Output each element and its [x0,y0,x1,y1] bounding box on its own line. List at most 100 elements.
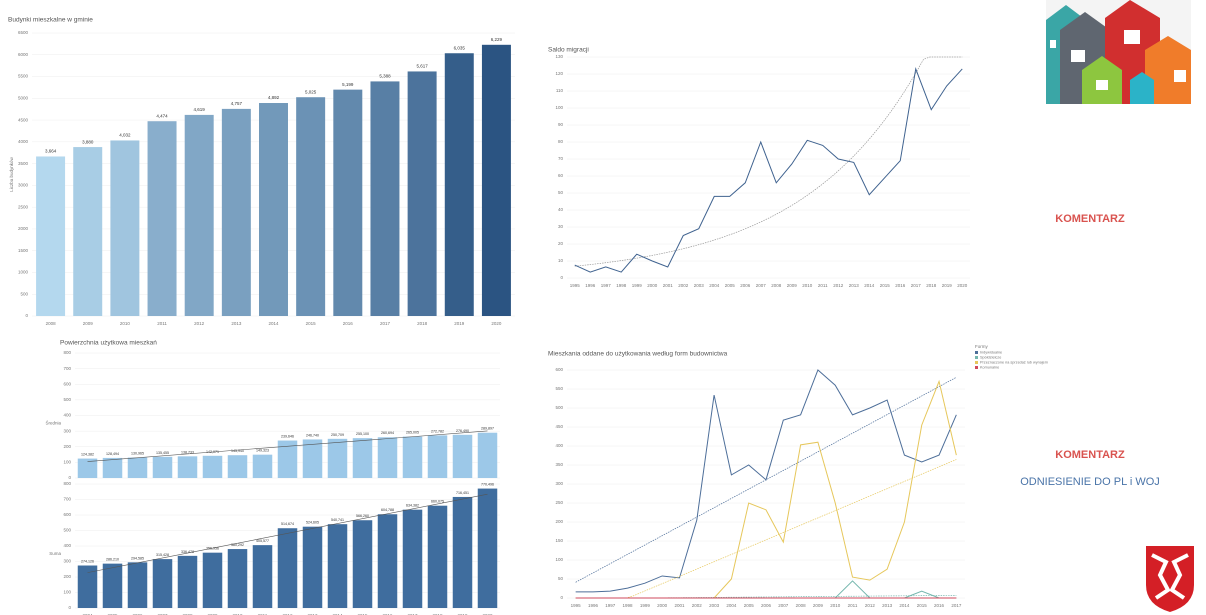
y-tick-label: 200 [63,444,71,449]
y-tick-label: 2500 [18,204,29,209]
x-tick-label: 1996 [588,603,599,608]
comment: KOMENTARZ [1055,213,1125,225]
value-label: 286,210 [106,558,119,562]
panel-label: Suma [49,551,61,556]
y-tick-label: 600 [63,512,71,517]
y-tick-label: 30 [558,224,564,229]
value-label: 524,605 [306,521,319,525]
y-tick-label: 100 [555,105,563,110]
y-tick-label: 0 [68,605,71,610]
x-tick-label: 2012 [194,321,205,326]
bar [177,456,198,478]
x-tick-label: 2000 [647,283,658,288]
x-tick-label: 1995 [570,283,581,288]
legend-swatch [975,366,978,369]
bar [302,439,323,478]
y-tick-label: 0 [560,595,563,600]
value-label: 135,455 [156,451,169,455]
legend-swatch [975,356,978,359]
y-tick-label: 300 [555,481,563,486]
y-tick-label: 70 [558,156,564,161]
x-tick-label: 1996 [585,283,596,288]
x-tick-label: 2015 [306,321,317,326]
bar [152,559,173,608]
value-label: 149,323 [256,449,269,453]
bar [127,457,148,478]
value-label: 5,199 [342,82,354,87]
x-tick-label: 2006 [740,283,751,288]
value-label: 255,100 [356,432,369,436]
x-tick-label: 2013 [882,603,893,608]
y-tick-label: 600 [555,367,563,372]
houses-illustration [1046,0,1191,104]
x-tick-label: 2017 [951,603,962,608]
x-tick-label: 2020 [482,613,493,615]
y-tick-label: 50 [558,190,564,195]
x-tick-label: 2003 [709,603,720,608]
x-tick-label: 2013 [849,283,860,288]
x-tick-label: 2001 [674,603,685,608]
x-tick-label: 2005 [107,613,118,615]
value-label: 250,709 [331,433,344,437]
value-label: 634,382 [406,504,419,508]
y-tick-label: 500 [555,405,563,410]
x-tick-label: 2011 [258,613,268,615]
y-tick-label: 6500 [18,30,29,35]
x-tick-label: 2008 [46,321,57,326]
value-label: 514,674 [281,522,294,526]
bar [259,103,288,316]
bar [402,509,423,608]
y-tick-label: 1500 [18,248,29,253]
x-tick-label: 2008 [771,283,782,288]
y-tick-label: 20 [558,241,564,246]
bar [227,549,248,608]
value-label: 380,292 [231,543,244,547]
bar [152,456,173,478]
bar [147,121,177,316]
x-tick-label: 2016 [934,603,945,608]
y-tick-label: 100 [63,590,71,595]
y-tick-label: 10 [558,258,564,263]
value-label: 294,585 [131,556,144,560]
y-tick-label: 5000 [18,95,29,100]
bar [377,514,398,608]
value-label: 6,035 [454,45,466,50]
bar [452,496,473,608]
legend-label: Spółdzielcze [980,356,1001,360]
trend-line [87,493,488,573]
value-label: 660,075 [431,500,444,504]
y-tick-label: 400 [555,443,563,448]
x-tick-label: 2014 [899,603,910,608]
x-tick-label: 2001 [663,283,674,288]
bar [481,44,511,317]
value-label: 274,126 [81,559,94,563]
value-label: 276,490 [456,429,469,433]
x-tick-label: 1999 [640,603,651,608]
bar [452,434,473,478]
x-tick-label: 2017 [380,321,391,326]
y-tick-label: 80 [558,139,564,144]
value-label: 265,005 [406,431,419,435]
x-tick-label: 2006 [761,603,772,608]
bar [77,458,98,478]
x-tick-label: 2009 [83,321,94,326]
y-tick-label: 600 [63,381,71,386]
bar [327,524,348,608]
bar [333,89,363,316]
bar [402,436,423,478]
y-tick-label: 130 [555,54,563,59]
x-tick-label: 2018 [926,283,937,288]
x-tick-label: 2012 [833,283,844,288]
value-label: 239,646 [281,435,294,439]
y-tick-label: 40 [558,207,564,212]
y-tick-label: 250 [555,500,563,505]
y-tick-label: 60 [558,173,564,178]
x-tick-label: 2015 [880,283,891,288]
value-label: 260,694 [381,431,394,435]
y-axis-label: Liczba budynków [9,156,14,191]
x-tick-label: 1997 [605,603,616,608]
line [575,379,957,599]
x-tick-label: 2007 [778,603,789,608]
x-tick-label: 2013 [307,613,318,615]
chart-title: Saldo migracji [548,47,589,54]
